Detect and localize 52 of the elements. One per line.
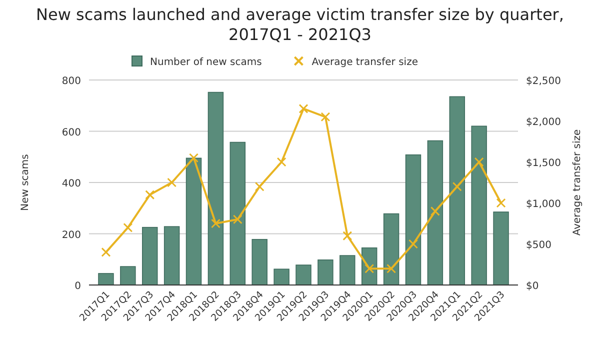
point: [320, 112, 330, 122]
bar: [471, 126, 487, 286]
bar: [252, 238, 268, 286]
y-tick-label: 200: [62, 230, 81, 241]
point: [452, 182, 462, 192]
point: [342, 231, 352, 241]
point: [298, 104, 308, 114]
bar: [98, 273, 114, 286]
y2-tick-label: $2,000: [526, 117, 561, 128]
y2-axis-title: Average transfer size: [572, 129, 583, 236]
y-tick-label: 800: [62, 76, 81, 87]
y-tick-label: 400: [62, 178, 81, 190]
legend-label: Number of new scams: [150, 57, 262, 68]
y2-tick-label: $2,500: [526, 76, 561, 87]
point: [232, 214, 242, 224]
bar: [493, 212, 509, 286]
bar: [405, 154, 422, 286]
bar: [230, 142, 246, 286]
point: [101, 247, 111, 257]
point: [210, 218, 220, 228]
point: [254, 182, 264, 192]
bar: [449, 96, 465, 286]
bar: [274, 268, 290, 286]
point: [189, 153, 199, 163]
y-tick-label: 600: [62, 127, 81, 138]
legend-label: Average transfer size: [312, 57, 418, 68]
chart-title: New scams launched and average victim transfer size by quarter, 2017Q1 - 2021Q3: [36, 5, 564, 44]
point: [496, 198, 506, 208]
point: [123, 222, 133, 232]
y2-tick-label: $500: [526, 240, 552, 251]
y-axis-title: New scams: [20, 154, 31, 211]
y2-tick-label: $1,000: [526, 199, 561, 210]
point: [145, 190, 155, 200]
point: [408, 239, 418, 249]
bar: [296, 264, 312, 286]
bar: [164, 226, 180, 286]
y2-tick-label: $0: [526, 281, 539, 292]
bar: [142, 226, 158, 286]
bar: [120, 266, 136, 286]
point: [167, 178, 177, 188]
bar: [427, 140, 444, 286]
bar: [340, 255, 356, 286]
point: [430, 206, 440, 216]
bar: [186, 158, 202, 286]
point: [386, 264, 396, 274]
point: [474, 157, 484, 167]
bar: [318, 259, 334, 286]
bar: [208, 92, 224, 286]
y-tick-label: 0: [74, 281, 81, 292]
y2-tick-label: $1,500: [526, 158, 561, 169]
bar: [383, 213, 400, 286]
point: [276, 157, 286, 167]
